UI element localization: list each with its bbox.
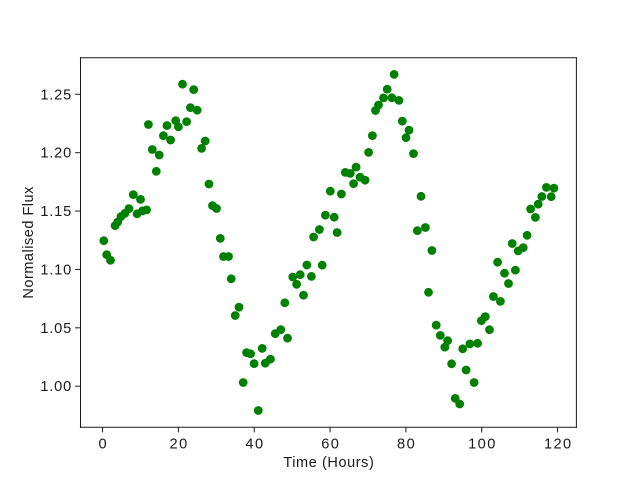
svg-text:1.00: 1.00 — [40, 379, 71, 395]
svg-text:40: 40 — [245, 436, 263, 452]
svg-text:80: 80 — [397, 436, 415, 452]
svg-text:1.05: 1.05 — [40, 321, 71, 337]
svg-text:0: 0 — [98, 436, 106, 452]
svg-text:Normalised Flux: Normalised Flux — [21, 186, 37, 299]
svg-text:1.10: 1.10 — [40, 262, 71, 278]
svg-text:1.25: 1.25 — [40, 87, 71, 103]
svg-text:1.20: 1.20 — [40, 146, 71, 162]
svg-text:Time (Hours): Time (Hours) — [283, 455, 374, 471]
svg-text:60: 60 — [321, 436, 339, 452]
svg-text:20: 20 — [170, 436, 188, 452]
svg-text:100: 100 — [468, 436, 495, 452]
svg-text:120: 120 — [544, 436, 571, 452]
svg-text:1.15: 1.15 — [40, 204, 71, 220]
